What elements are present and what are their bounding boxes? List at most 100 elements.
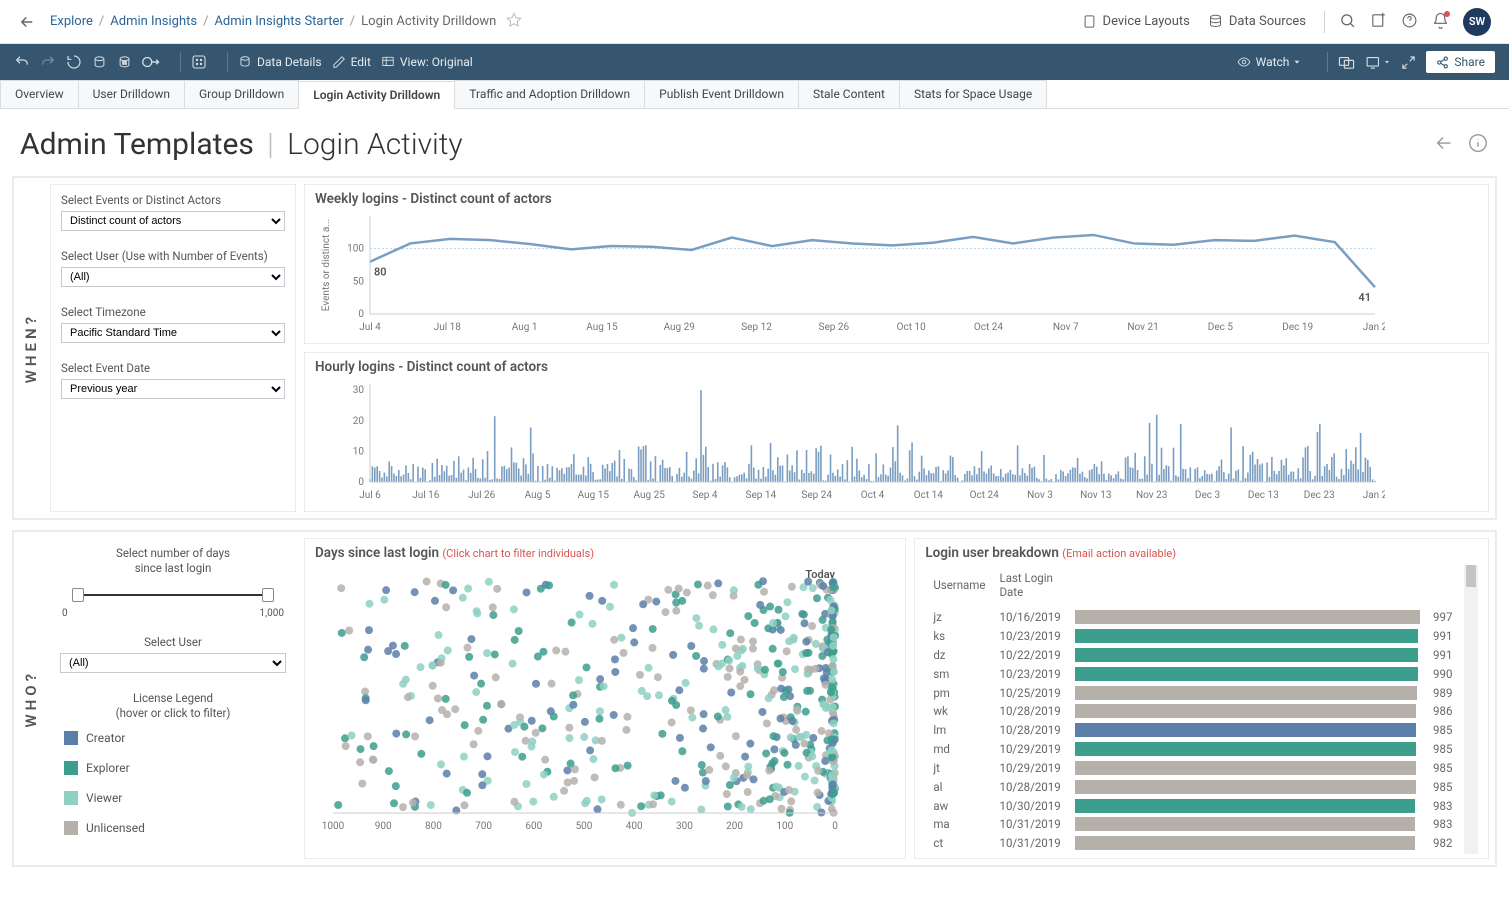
tab-group-drilldown[interactable]: Group Drilldown [184, 80, 299, 108]
scatter-hint: (Click chart to filter individuals) [442, 547, 594, 560]
redo-icon[interactable] [40, 54, 56, 70]
svg-text:Dec 5: Dec 5 [1208, 322, 1234, 333]
who-user-filter-select[interactable]: (All) [60, 653, 286, 673]
svg-text:Nov 13: Nov 13 [1080, 490, 1111, 501]
breakdown-scrollbar[interactable] [1464, 565, 1478, 854]
avatar[interactable]: SW [1463, 8, 1491, 36]
col-date: Last Login Date [994, 567, 1067, 607]
svg-text:Aug 25: Aug 25 [634, 490, 666, 501]
breadcrumb-sep: / [350, 14, 355, 29]
weekly-chart-title: Weekly logins - Distinct count of actors [315, 191, 1478, 207]
revert-icon[interactable] [66, 54, 82, 70]
svg-text:Aug 1: Aug 1 [512, 322, 538, 333]
notifications-icon[interactable] [1432, 12, 1449, 32]
slider-label-1: Select number of days [60, 546, 286, 561]
breakdown-row[interactable]: al10/28/2019985 [927, 778, 1458, 795]
back-icon[interactable] [18, 13, 36, 31]
search-icon[interactable] [1339, 12, 1356, 32]
edit-label: Edit [351, 55, 371, 69]
breakdown-row[interactable]: jt10/29/2019985 [927, 760, 1458, 777]
svg-text:Jul 6: Jul 6 [359, 490, 381, 501]
tab-stats-for-space-usage[interactable]: Stats for Space Usage [899, 80, 1047, 108]
breadcrumb-link-2[interactable]: Admin Insights Starter [214, 14, 343, 29]
svg-text:800: 800 [425, 821, 442, 832]
events-filter-select[interactable]: Distinct count of actors [61, 211, 285, 231]
legend-item-unlicensed[interactable]: Unlicensed [64, 821, 286, 835]
watch-button[interactable]: Watch [1237, 55, 1308, 69]
days-slider[interactable] [66, 584, 280, 606]
edit-button[interactable]: Edit [332, 55, 371, 69]
breakdown-row[interactable]: jz10/16/2019997 [927, 609, 1458, 626]
breakdown-row[interactable]: pm10/25/2019989 [927, 684, 1458, 701]
device-layouts-button[interactable]: Device Layouts [1082, 14, 1190, 29]
view-button[interactable]: View: Original [381, 55, 473, 69]
share-label: Share [1454, 55, 1485, 69]
pause-icon[interactable] [117, 55, 132, 70]
legend-item-explorer[interactable]: Explorer [64, 761, 286, 775]
breakdown-hint: (Email action available) [1062, 547, 1176, 560]
data-details-button[interactable]: Data Details [238, 55, 322, 69]
breakdown-row[interactable]: sm10/23/2019990 [927, 665, 1458, 682]
timezone-filter-label: Select Timezone [61, 305, 285, 319]
when-filters: Select Events or Distinct Actors Distinc… [50, 184, 296, 512]
legend-item-creator[interactable]: Creator [64, 731, 286, 745]
back-arrow-icon[interactable] [1433, 132, 1455, 157]
svg-text:Sep 26: Sep 26 [819, 322, 850, 333]
slider-max: 1,000 [260, 608, 284, 619]
breadcrumb-sep: / [99, 14, 104, 29]
weekly-chart[interactable]: Weekly logins - Distinct count of actors… [304, 184, 1489, 344]
device-preview-icon[interactable] [1365, 55, 1391, 70]
tabs: OverviewUser DrilldownGroup DrilldownLog… [0, 80, 1509, 109]
info-icon[interactable] [1467, 132, 1489, 157]
undo-icon[interactable] [14, 54, 30, 70]
svg-text:20: 20 [353, 416, 365, 427]
date-filter-select[interactable]: Previous year [61, 379, 285, 399]
data-sources-button[interactable]: Data Sources [1208, 14, 1306, 29]
share-button[interactable]: Share [1426, 51, 1495, 73]
tab-publish-event-drilldown[interactable]: Publish Event Drilldown [644, 80, 799, 108]
breakdown-row[interactable]: wk10/28/2019986 [927, 703, 1458, 720]
title-prefix: Admin Templates [20, 127, 254, 162]
breakdown-row[interactable]: lm10/28/2019985 [927, 722, 1458, 739]
breakdown-row[interactable]: dz10/22/2019991 [927, 647, 1458, 664]
breakdown-row[interactable]: aw10/30/2019983 [927, 797, 1458, 814]
breakdown-row[interactable]: ma10/31/2019983 [927, 816, 1458, 833]
hourly-chart[interactable]: Hourly logins - Distinct count of actors… [304, 352, 1489, 512]
breadcrumb-link-1[interactable]: Admin Insights [110, 14, 197, 29]
breakdown-title: Login user breakdown [925, 545, 1059, 561]
data-sources-label: Data Sources [1229, 14, 1306, 29]
svg-text:400: 400 [626, 821, 643, 832]
scatter-title: Days since last login [315, 545, 439, 561]
tab-user-drilldown[interactable]: User Drilldown [78, 80, 185, 108]
refresh-icon[interactable] [92, 55, 107, 70]
breakdown-row[interactable]: ks10/23/2019991 [927, 628, 1458, 645]
svg-text:900: 900 [375, 821, 392, 832]
svg-text:50: 50 [353, 276, 365, 287]
new-icon[interactable] [1370, 12, 1387, 32]
breakdown-row[interactable]: ct10/31/2019982 [927, 835, 1458, 852]
tab-login-activity-drilldown[interactable]: Login Activity Drilldown [298, 81, 455, 109]
who-user-filter-label: Select User [60, 635, 286, 649]
tab-traffic-and-adoption-drilldown[interactable]: Traffic and Adoption Drilldown [454, 80, 645, 108]
scatter-chart[interactable]: Days since last login (Click chart to fi… [304, 538, 906, 859]
svg-text:Sep 24: Sep 24 [801, 490, 832, 501]
svg-text:Aug 29: Aug 29 [664, 322, 695, 333]
favorite-icon[interactable] [506, 12, 522, 31]
svg-text:Jan 2: Jan 2 [1363, 490, 1385, 501]
fullscreen-icon[interactable] [1401, 55, 1416, 70]
legend-item-viewer[interactable]: Viewer [64, 791, 286, 805]
timezone-filter-select[interactable]: Pacific Standard Time [61, 323, 285, 343]
tab-overview[interactable]: Overview [0, 80, 79, 108]
metrics-icon[interactable] [1338, 55, 1355, 70]
svg-text:Aug 15: Aug 15 [586, 322, 618, 333]
when-label: WHEN? [20, 305, 42, 391]
svg-text:Sep 14: Sep 14 [746, 490, 777, 501]
data-guide-icon[interactable] [191, 54, 207, 70]
link-icon[interactable] [142, 55, 160, 69]
breadcrumb-link-0[interactable]: Explore [50, 14, 93, 29]
tab-stale-content[interactable]: Stale Content [798, 80, 900, 108]
breakdown-row[interactable]: md10/29/2019985 [927, 741, 1458, 758]
user-filter-select[interactable]: (All) [61, 267, 285, 287]
svg-text:30: 30 [353, 385, 365, 396]
help-icon[interactable] [1401, 12, 1418, 32]
